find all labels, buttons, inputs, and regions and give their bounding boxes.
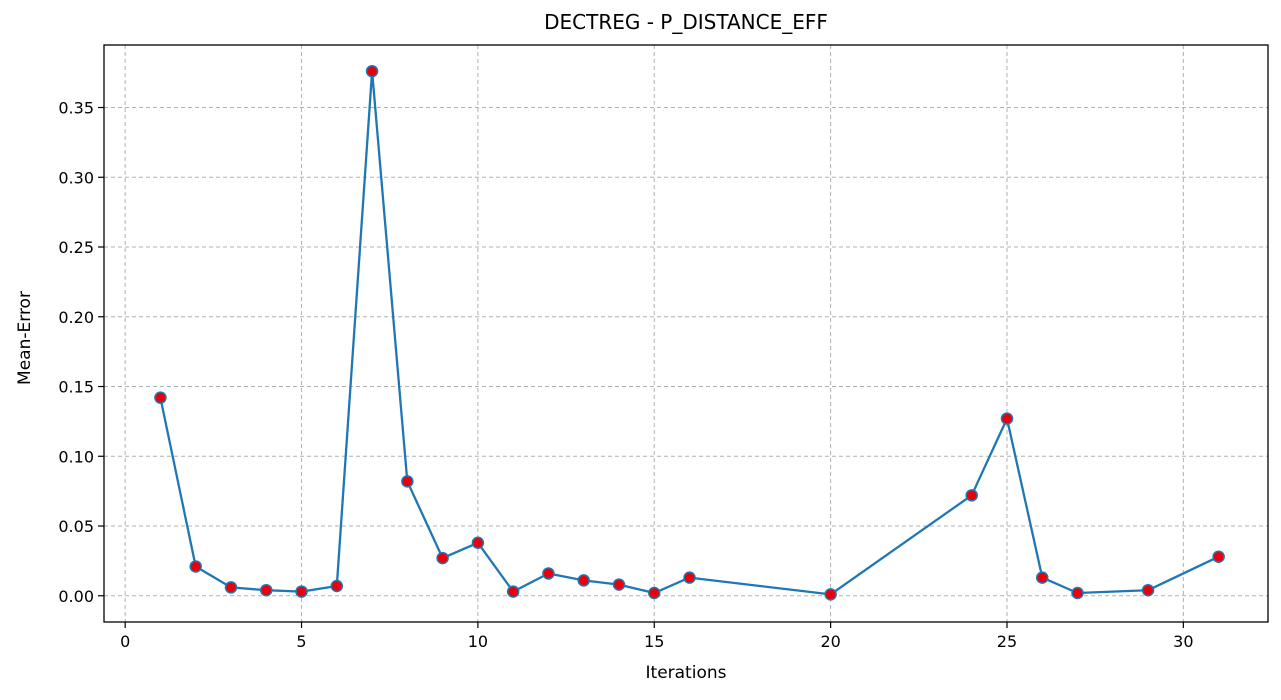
data-point	[1141, 583, 1155, 597]
data-point	[1036, 571, 1049, 584]
x-tick-label: 20	[820, 632, 840, 651]
data-point	[1071, 586, 1084, 600]
data-point	[577, 574, 590, 587]
data-point	[612, 578, 626, 591]
x-axis-label: Iterations	[645, 663, 727, 683]
data-point	[965, 489, 978, 502]
data-point	[401, 475, 414, 488]
chart-title: DECTREG - P_DISTANCE_EFF	[544, 10, 828, 34]
data-point	[471, 536, 485, 550]
y-tick-label: 0.30	[58, 168, 94, 187]
y-tick-label: 0.25	[58, 238, 94, 257]
x-tick-label: 5	[296, 632, 306, 651]
data-point	[260, 583, 273, 597]
data-point	[189, 560, 202, 573]
y-tick-label: 0.00	[58, 587, 94, 606]
series-mean-error	[154, 64, 1225, 601]
y-tick-label: 0.05	[58, 517, 94, 536]
data-point	[436, 551, 449, 565]
data-point	[1212, 550, 1225, 563]
y-tick-label: 0.10	[58, 447, 94, 466]
data-point	[330, 579, 344, 593]
data-point	[542, 567, 555, 580]
data-point	[1000, 412, 1014, 425]
plot-area-frame	[103, 44, 1269, 623]
grid	[104, 45, 1268, 622]
data-point	[824, 588, 837, 601]
y-tick-label: 0.20	[58, 308, 94, 327]
y-tick-label: 0.15	[58, 378, 94, 397]
data-point	[506, 585, 520, 598]
data-point	[683, 571, 696, 584]
x-tick-label: 0	[120, 632, 130, 651]
series-line	[159, 70, 1220, 596]
data-point	[295, 585, 308, 598]
data-point	[648, 586, 661, 600]
x-tick-label: 10	[468, 632, 488, 651]
y-tick-label: 0.35	[58, 98, 94, 117]
data-point	[365, 64, 379, 78]
axis-ticks: 0 5 10 15 20 25 30 0.00 0.05 0.10 0.15 0.20 0.25 0.30…	[58, 98, 1193, 651]
x-tick-label: 25	[997, 632, 1017, 651]
x-tick-label: 15	[644, 632, 664, 651]
x-tick-label: 30	[1173, 632, 1193, 651]
data-point	[224, 581, 238, 594]
data-point	[154, 391, 167, 404]
